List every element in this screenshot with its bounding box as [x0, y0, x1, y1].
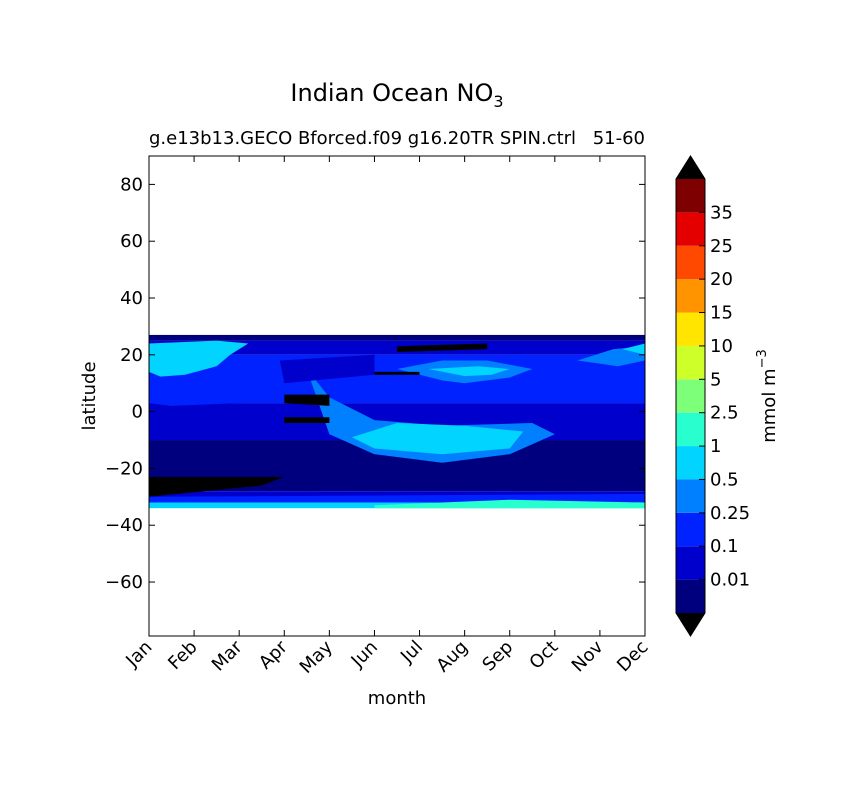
contour-field [149, 334, 645, 509]
x-tick-label: Apr [255, 636, 292, 673]
chart-title-text: Indian Ocean NO [290, 79, 493, 107]
colorbar-segment-9 [676, 279, 705, 313]
colorbar-tick-label: 1 [710, 436, 721, 457]
colorbar-extend-min [676, 613, 705, 636]
x-tick-label: Jul [396, 637, 427, 668]
y-tick-label: 0 [132, 402, 143, 423]
y-tick-label: −60 [105, 572, 143, 593]
contour-patch-12 [374, 371, 420, 375]
colorbar: 0.01 0.1 0.25 0.5 1 2.5 5 10 15 20 25 35 [675, 155, 750, 637]
chart-title: Indian Ocean NO3 [290, 79, 503, 111]
colorbar-segment-4 [676, 446, 705, 480]
contour-patch-5 [351, 423, 524, 455]
y-axis-label: latitude [79, 361, 100, 430]
colorbar-tick-label: 5 [710, 369, 721, 390]
colorbar-segment-0 [676, 579, 705, 613]
colorbar-segment-1 [676, 546, 705, 580]
x-tick-label: Mar [208, 636, 247, 675]
contour-patch-11 [149, 476, 285, 497]
x-axis-label: month [368, 688, 426, 709]
colorbar-extend-max [676, 156, 705, 179]
x-tick-label: Nov [568, 636, 608, 676]
colorbar-tick-label: 35 [710, 202, 733, 223]
colorbar-segment-6 [676, 379, 705, 413]
colorbar-outline [675, 155, 706, 637]
colorbar-tick-label: 0.1 [710, 536, 739, 557]
colorbar-segment-5 [676, 412, 705, 447]
y-tick-label: 40 [120, 288, 143, 309]
colorbar-segment-8 [676, 312, 705, 346]
contour-patch-10 [284, 417, 330, 423]
colorbar-label: mmol m−3 [755, 349, 780, 443]
contour-patch-8 [279, 354, 375, 384]
colorbar-tick-label: 25 [710, 236, 733, 257]
x-tick-label: Jan [121, 637, 156, 672]
chart-subtitle-left: g.e13b13.GECO Bforced.f09 g16.20TR SPIN.… [149, 128, 576, 149]
x-tick-label: Jun [347, 637, 382, 672]
colorbar-label-text: mmol m [759, 368, 780, 442]
colorbar-tick-label: 20 [710, 269, 733, 290]
y-axis-ticks: 80 60 40 20 0 −20 −40 −60 [105, 174, 645, 593]
colorbar-tick-label: 2.5 [710, 403, 739, 424]
colorbar-tick-label: 15 [710, 303, 733, 324]
y-tick-label: 60 [120, 231, 143, 252]
contour-band-0 [149, 334, 645, 341]
contour-patch-6 [577, 346, 645, 367]
colorbar-segment-2 [676, 512, 705, 547]
contour-patch-9 [284, 394, 330, 406]
contour-patch-3 [428, 366, 510, 377]
contour-patch-7 [622, 343, 645, 355]
colorbar-tick-label: 10 [710, 336, 733, 357]
x-tick-label: Oct [525, 637, 562, 674]
y-tick-label: 20 [120, 345, 143, 366]
contour-patch-0 [149, 340, 249, 378]
y-tick-label: −20 [105, 458, 143, 479]
colorbar-tick-label: 0.5 [710, 469, 739, 490]
colorbar-segment-3 [676, 479, 705, 513]
x-tick-label: May [296, 636, 337, 677]
y-tick-label: 80 [120, 174, 143, 195]
colorbar-segment-7 [676, 345, 705, 380]
colorbar-tick-label: 0.25 [710, 503, 750, 524]
x-tick-label: Dec [613, 637, 652, 676]
colorbar-tick-label: 0.01 [710, 570, 750, 591]
plot-frame [148, 155, 646, 637]
x-tick-label: Feb [164, 637, 201, 674]
contour-patch-15 [374, 499, 645, 509]
y-tick-label: −40 [105, 515, 143, 536]
chart-subtitle-right: 51-60 [593, 128, 645, 149]
x-tick-label: Aug [432, 637, 472, 677]
colorbar-label-superscript: −3 [755, 349, 770, 368]
colorbar-segment-12 [676, 179, 705, 213]
contour-patch-1 [149, 371, 267, 406]
colorbar-segment-11 [676, 212, 705, 246]
x-tick-label: Sep [478, 637, 517, 676]
colorbar-segment-10 [676, 245, 705, 280]
contour-patch-13 [397, 343, 488, 352]
chart-title-subscript: 3 [493, 92, 503, 111]
